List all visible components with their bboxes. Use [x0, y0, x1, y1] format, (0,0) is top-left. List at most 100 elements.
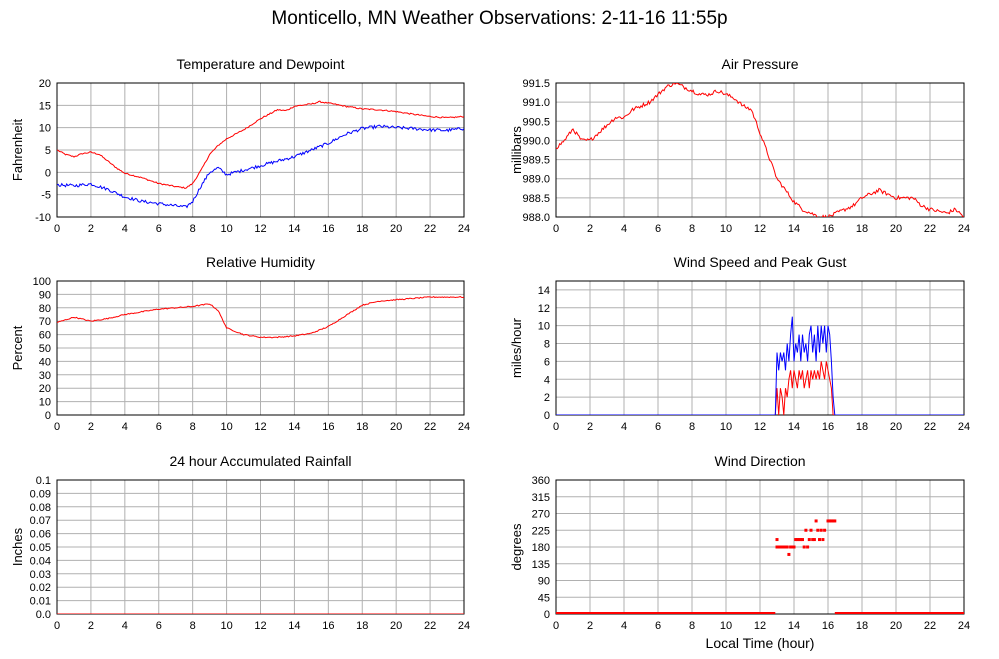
- x-tick-label: 4: [621, 421, 627, 433]
- y-tick-label: 991.0: [522, 97, 550, 109]
- x-tick-label: 6: [156, 421, 162, 433]
- data-point: [823, 528, 827, 532]
- x-tick-label: 8: [689, 223, 695, 235]
- data-point: [778, 545, 782, 549]
- data-point: [833, 519, 837, 523]
- x-tick-label: 14: [288, 421, 300, 433]
- y-axis-label: Percent: [10, 325, 25, 370]
- x-tick-label: 18: [856, 620, 868, 632]
- chart-title: 24 hour Accumulated Rainfall: [169, 453, 351, 469]
- x-tick-label: 6: [156, 223, 162, 235]
- y-tick-label: 15: [39, 100, 51, 112]
- x-tick-label: 4: [122, 223, 128, 235]
- x-tick-label: 2: [88, 620, 94, 632]
- data-point: [780, 545, 784, 549]
- y-tick-label: 990.5: [522, 116, 550, 128]
- chart-title: Air Pressure: [721, 56, 798, 72]
- x-tick-label: 24: [958, 223, 970, 235]
- y-tick-label: 990.0: [522, 135, 550, 147]
- series-line-1: [556, 316, 964, 415]
- chart-title: Wind Speed and Peak Gust: [674, 254, 847, 270]
- y-tick-label: 0: [544, 410, 550, 422]
- y-tick-label: 14: [538, 285, 550, 297]
- page-title: Monticello, MN Weather Observations: 2-1…: [271, 8, 728, 29]
- data-point: [792, 545, 796, 549]
- y-tick-label: 988.0: [522, 212, 550, 224]
- x-tick-label: 6: [156, 620, 162, 632]
- y-tick-label: 6: [544, 356, 550, 368]
- y-tick-label: 5: [45, 145, 51, 157]
- x-tick-label: 8: [190, 223, 196, 235]
- y-tick-label: 360: [532, 475, 550, 487]
- y-tick-label: 20: [39, 78, 51, 90]
- x-tick-label: 4: [621, 223, 627, 235]
- chart-rain: 24 hour Accumulated Rainfall Inches 0 2 4 6 8 1…: [10, 453, 470, 632]
- x-tick-label: 8: [689, 421, 695, 433]
- y-tick-label: 0.06: [30, 529, 51, 541]
- x-tick-label: 16: [822, 421, 834, 433]
- data-point: [784, 545, 787, 549]
- y-axis-label: Fahrenheit: [10, 119, 25, 182]
- y-tick-label: 0.1: [36, 475, 51, 487]
- x-tick-label: 2: [587, 223, 593, 235]
- data-point: [828, 519, 832, 523]
- x-tick-label: 0: [553, 223, 559, 235]
- series-line-0: [57, 100, 464, 189]
- x-tick-label: 18: [356, 421, 368, 433]
- x-tick-label: 10: [220, 620, 232, 632]
- x-tick-label: 6: [655, 421, 661, 433]
- x-tick-label: 20: [390, 421, 402, 433]
- chart-title: Wind Direction: [714, 453, 805, 469]
- x-tick-label: 12: [254, 223, 266, 235]
- y-tick-label: 0.05: [30, 542, 51, 554]
- x-tick-label: 24: [958, 620, 970, 632]
- data-point: [775, 538, 779, 542]
- y-tick-label: 270: [532, 509, 550, 521]
- x-tick-label: 24: [458, 421, 470, 433]
- x-tick-label: 20: [890, 421, 902, 433]
- y-tick-label: 988.5: [522, 193, 550, 205]
- y-tick-label: 20: [39, 383, 51, 395]
- y-tick-label: 0: [544, 609, 550, 621]
- series-line-1: [57, 124, 464, 209]
- y-tick-label: 0: [45, 167, 51, 179]
- x-tick-label: 0: [553, 421, 559, 433]
- data-point: [801, 538, 804, 542]
- data-point: [816, 528, 820, 532]
- x-tick-label: 2: [587, 620, 593, 632]
- x-tick-label: 22: [424, 223, 436, 235]
- x-tick-label: 8: [190, 421, 196, 433]
- x-tick-label: 14: [788, 223, 800, 235]
- x-tick-label: 0: [54, 620, 60, 632]
- x-tick-label: 20: [390, 223, 402, 235]
- data-point: [814, 519, 818, 523]
- data-point: [809, 528, 813, 532]
- data-point: [826, 519, 830, 523]
- y-tick-label: 0.0: [36, 609, 51, 621]
- x-tick-label: 18: [856, 223, 868, 235]
- y-axis-label: miles/hour: [509, 317, 524, 378]
- x-tick-label: 22: [424, 620, 436, 632]
- x-tick-label: 22: [424, 421, 436, 433]
- y-axis-label: Inches: [10, 527, 25, 566]
- series-line-0: [556, 361, 964, 415]
- x-tick-label: 8: [190, 620, 196, 632]
- data-point: [789, 545, 793, 549]
- x-tick-label: 8: [689, 620, 695, 632]
- data-point: [790, 545, 794, 549]
- chart-title: Relative Humidity: [206, 254, 315, 270]
- y-tick-label: 45: [538, 592, 550, 604]
- y-tick-label: 100: [33, 276, 51, 288]
- x-tick-label: 10: [720, 421, 732, 433]
- y-axis-label: degrees: [509, 523, 524, 570]
- x-tick-label: 16: [322, 421, 334, 433]
- x-tick-label: 4: [122, 620, 128, 632]
- data-point: [795, 538, 799, 542]
- y-tick-label: 0.02: [30, 582, 51, 594]
- series-line-0: [57, 296, 464, 339]
- y-tick-label: 180: [532, 542, 550, 554]
- x-tick-label: 22: [924, 223, 936, 235]
